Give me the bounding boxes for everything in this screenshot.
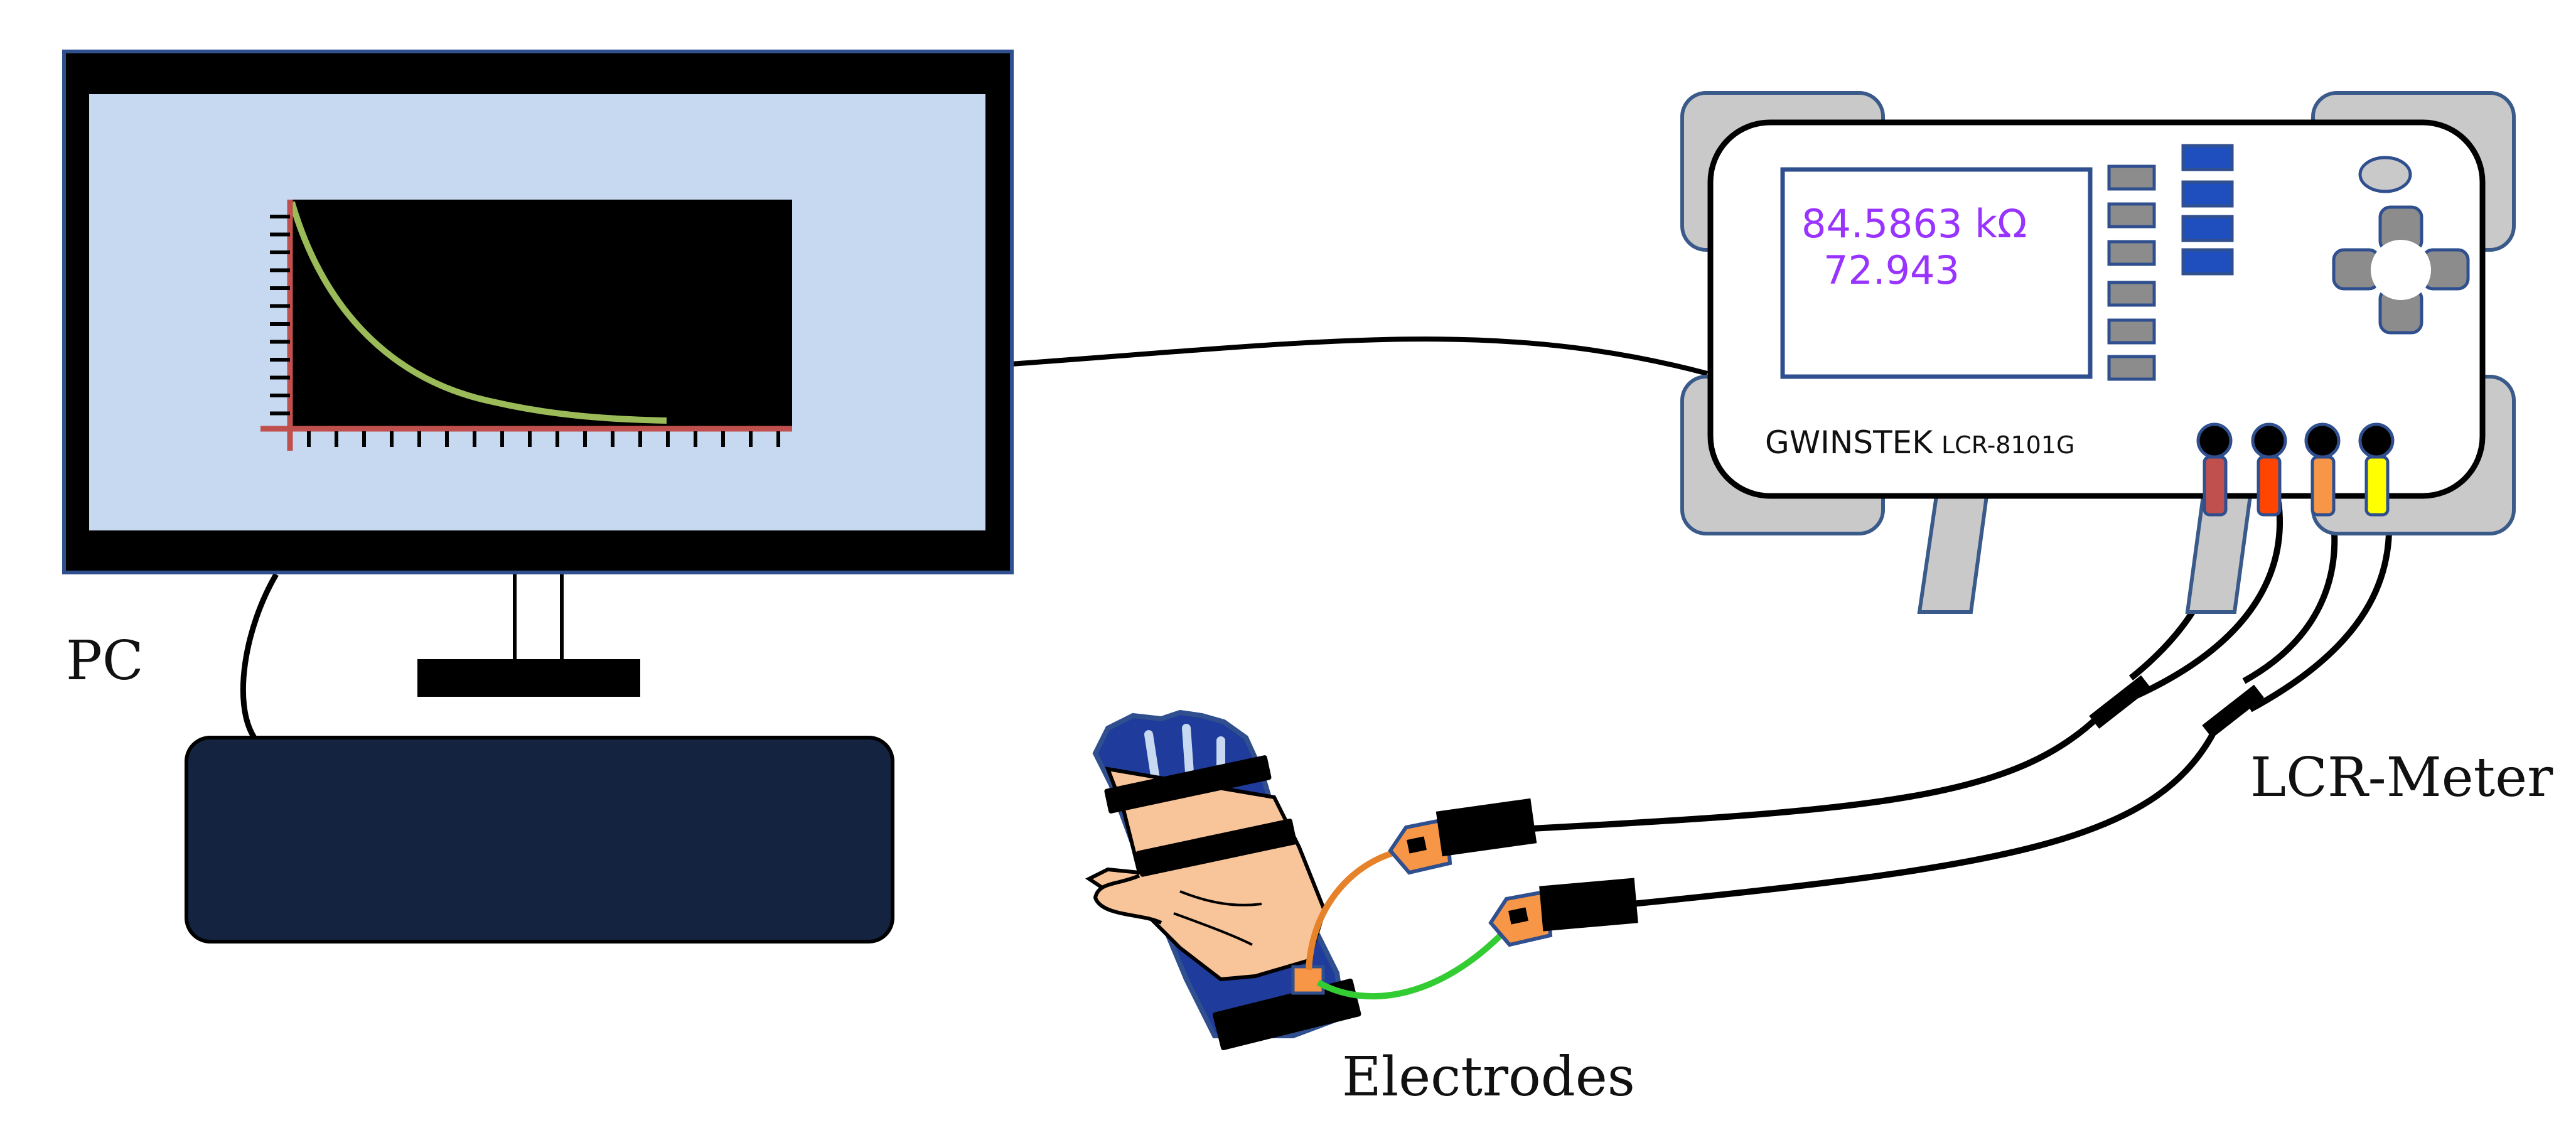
meter-display-line2: 72.943 — [1823, 247, 1960, 293]
meter-oval-button — [2358, 156, 2412, 193]
lead-cable-4 — [2248, 508, 2393, 712]
meter-terminals — [2196, 422, 2395, 517]
glove-strap-top — [1104, 755, 1272, 814]
lead-plug-red — [2203, 455, 2228, 517]
glove-wrist-strap — [1213, 978, 1361, 1051]
clip-body — [1436, 798, 1537, 857]
terminal-socket — [2251, 422, 2287, 459]
plot-x-ticks — [307, 431, 780, 447]
meter-blue-buttons — [2181, 144, 2234, 276]
electrode-wire-orange — [1306, 847, 1403, 970]
meter-button — [2107, 202, 2156, 228]
lcr-meter-label: LCR-Meter — [2250, 746, 2553, 809]
monitor-stand-base — [417, 659, 640, 697]
meter-button — [2107, 281, 2156, 307]
electrode-cable-upper — [1531, 713, 2102, 832]
screen-plot — [260, 200, 792, 451]
electrodes-label: Electrodes — [1342, 1046, 1635, 1109]
electrode-cable-lower — [1631, 733, 2216, 907]
lead-plug-orange — [2310, 455, 2336, 517]
meter-display-line1: 84.5863 kΩ — [1801, 201, 2027, 247]
pc-monitor — [62, 50, 1014, 697]
palm-line — [1173, 912, 1253, 946]
monitor-keyboard-cable — [240, 572, 279, 739]
terminal-socket — [2196, 422, 2233, 459]
meter-button — [2107, 318, 2156, 345]
hand-thumb — [1093, 874, 1162, 925]
meter-blue-button — [2181, 215, 2234, 242]
wrist-electrode-pad — [1291, 965, 1325, 995]
meter-grey-buttons — [2107, 164, 2156, 381]
meter-brand: GWINSTEK — [1765, 424, 1933, 461]
electrode-clip-lower — [1488, 878, 1638, 947]
glove-finger-gap — [1182, 724, 1194, 777]
lead-cable-2 — [2132, 502, 2283, 700]
clip-body — [1539, 878, 1638, 932]
meter-button — [2107, 355, 2156, 381]
lcr-meter: 84.5863 kΩ 72.943 GWINSTEK — [1680, 91, 2516, 614]
meter-dpad — [2332, 205, 2470, 335]
monitor-stand-neck — [513, 566, 564, 664]
meter-model: LCR-8101G — [1941, 431, 2074, 459]
pc-keyboard — [185, 736, 894, 943]
cable-splitter-lower — [2202, 684, 2264, 738]
electrode-wire-green — [1316, 920, 1515, 1000]
meter-blue-button — [2181, 248, 2234, 276]
glove-strap-middle — [1135, 819, 1297, 877]
meter-button — [2107, 240, 2156, 266]
terminal-socket — [2358, 422, 2395, 459]
glove-finger-gap — [1144, 730, 1159, 780]
meter-button — [2107, 164, 2156, 191]
meter-display — [1780, 167, 2093, 379]
pc-to-meter-cable — [1010, 336, 1709, 376]
decay-curve — [289, 201, 667, 424]
dpad-center — [2371, 240, 2431, 300]
pc-label: PC — [66, 630, 144, 692]
palm-line — [1179, 890, 1262, 906]
terminal-socket — [2304, 422, 2341, 459]
cable-splitter-upper — [2089, 675, 2151, 729]
clip-contact — [1407, 836, 1427, 854]
meter-blue-button — [2181, 144, 2234, 171]
meter-stand-leg — [1917, 494, 1989, 614]
plot-y-ticks — [270, 215, 290, 416]
meter-blue-button — [2181, 180, 2234, 208]
electrode-clip-upper — [1388, 798, 1537, 875]
lead-plug-yellow — [2364, 455, 2390, 517]
clip-contact — [1508, 907, 1528, 925]
lead-plug-orange-red — [2257, 455, 2282, 517]
hand-palm — [1085, 766, 1327, 982]
hand-with-glove — [1085, 709, 1361, 1051]
plot-background — [290, 200, 792, 429]
